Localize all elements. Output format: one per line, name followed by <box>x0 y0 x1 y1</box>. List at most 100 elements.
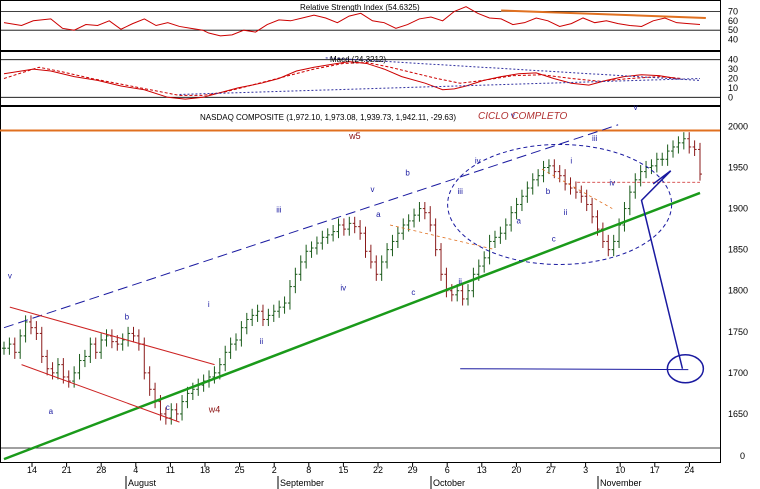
price-bar <box>358 220 363 240</box>
x-tick-label: 15 <box>338 465 348 475</box>
price-bar <box>309 241 314 258</box>
macd-trendline <box>325 57 701 81</box>
wave-label: ii <box>260 337 264 346</box>
price-tick-label: 1750 <box>728 327 748 337</box>
x-tick-label: 6 <box>445 465 450 475</box>
price-bar <box>622 202 627 232</box>
price-tick-label: 1650 <box>728 409 748 419</box>
wave-label: iv <box>609 179 615 188</box>
price-bar <box>180 395 185 421</box>
price-bar <box>579 185 584 203</box>
price-bar <box>584 189 589 212</box>
price-bar <box>255 304 260 322</box>
price-bar <box>250 308 255 327</box>
price-bar <box>368 244 373 269</box>
month-label: September <box>280 478 324 488</box>
price-bar <box>50 362 55 380</box>
price-bar <box>390 234 395 257</box>
wave-label: v <box>634 103 638 112</box>
price-bar <box>28 315 33 335</box>
macd-tick-label: 20 <box>728 74 738 84</box>
x-tick-label: 25 <box>235 465 245 475</box>
price-bar <box>590 197 595 224</box>
support-line <box>3 191 701 461</box>
price-bar <box>260 304 265 327</box>
price-bar <box>298 255 303 281</box>
price-bar <box>471 267 476 298</box>
price-bar <box>341 218 346 236</box>
month-label: November <box>600 478 642 488</box>
ciclo-completo-annotation: CICLO COMPLETO <box>478 111 567 122</box>
x-tick-label: 22 <box>373 465 383 475</box>
rsi-tick-label: 50 <box>728 25 738 35</box>
price-bar <box>633 173 638 199</box>
macd-tick-label: 10 <box>728 83 738 93</box>
wave-label: v <box>370 185 374 194</box>
price-bar <box>536 169 541 187</box>
price-bar <box>239 321 244 347</box>
x-tick-label: 2 <box>272 465 277 475</box>
price-bar <box>433 218 438 257</box>
x-tick-label: 10 <box>615 465 625 475</box>
price-bar <box>638 165 643 187</box>
price-bar <box>82 349 87 368</box>
price-bar <box>422 202 427 220</box>
price-bar <box>88 337 93 363</box>
wave-label: iii <box>592 134 598 143</box>
wave-label: c <box>411 288 415 297</box>
price-bar <box>676 136 681 154</box>
wave-label: iii <box>458 187 464 196</box>
price-bar <box>266 308 271 327</box>
price-bar <box>606 234 611 257</box>
price-bar <box>552 159 557 179</box>
wave-label: a <box>516 216 521 225</box>
price-bar <box>55 358 60 380</box>
x-tick-label: 17 <box>650 465 660 475</box>
price-bar <box>228 337 233 359</box>
price-bar <box>412 208 417 228</box>
price-bar <box>304 244 309 269</box>
x-tick-label: 8 <box>306 465 311 475</box>
x-tick-label: 20 <box>511 465 521 475</box>
wave-label: b <box>125 312 130 321</box>
price-bar <box>519 189 524 212</box>
price-tick-label: 1850 <box>728 245 748 255</box>
price-tick-label: 1900 <box>728 204 748 214</box>
price-bar <box>7 337 12 355</box>
price-bar <box>466 284 470 306</box>
price-bar <box>525 181 530 203</box>
price-bar <box>654 152 659 173</box>
projection-line <box>640 170 684 369</box>
price-tick-label: 1800 <box>728 286 748 296</box>
price-tick-label: 1700 <box>728 368 748 378</box>
x-axis: 14 21 28 4 11 18 25 2 8 15 22 29 6 13 20 27 3 10 17 24Augus… <box>27 462 694 489</box>
macd-panel-frame <box>0 51 721 106</box>
price-bar <box>671 140 676 158</box>
cycle-ellipse <box>447 143 673 265</box>
price-bar <box>385 243 390 269</box>
price-bar <box>379 255 384 281</box>
macd-line <box>3 61 677 100</box>
price-bar <box>185 386 190 409</box>
price-bar <box>174 403 179 421</box>
price-bar <box>244 312 249 335</box>
wave-label: v <box>8 271 12 280</box>
macd-tick-label: 0 <box>728 92 733 102</box>
price-panel-frame <box>0 106 721 463</box>
price-bar <box>77 353 82 380</box>
x-tick-label: 14 <box>27 465 37 475</box>
price-bar <box>541 160 546 183</box>
upper-channel-line <box>3 124 619 329</box>
target-circle <box>666 354 705 384</box>
macd-tick-label: 30 <box>728 64 738 74</box>
rsi-panel-frame <box>0 0 721 51</box>
price-bar <box>395 226 400 248</box>
price-bar <box>18 329 23 359</box>
wave-label: a <box>376 210 381 219</box>
x-tick-label: 24 <box>684 465 694 475</box>
wave-label: w4 <box>208 404 221 414</box>
price-bar <box>336 218 341 239</box>
price-bar <box>514 197 519 220</box>
price-bar <box>627 185 632 216</box>
